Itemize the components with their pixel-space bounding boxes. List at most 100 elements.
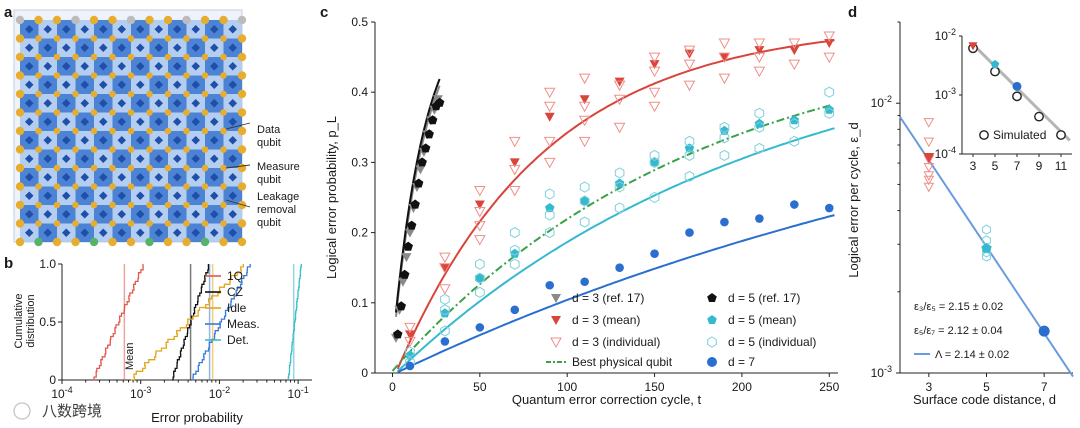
data-qubit xyxy=(182,237,191,247)
panel-a-label-line: qubit xyxy=(257,174,281,186)
measure-qubit xyxy=(210,154,219,163)
data-qubit xyxy=(90,90,98,98)
c-marker xyxy=(719,149,730,161)
measure-qubit xyxy=(210,43,219,52)
data-qubit xyxy=(126,15,136,25)
c-fit-ref-d5 xyxy=(395,78,441,313)
data-qubit xyxy=(201,127,209,135)
c-marker xyxy=(403,241,413,251)
d-inset-meas-marker xyxy=(1012,81,1022,91)
measure-qubit xyxy=(154,154,163,163)
d-inset-sim-marker xyxy=(1012,91,1022,102)
measure-qubit xyxy=(117,43,126,52)
c-marker xyxy=(579,196,590,206)
c-marker xyxy=(578,73,591,85)
c-marker xyxy=(824,39,835,49)
label-leader-line xyxy=(225,199,251,208)
c-marker xyxy=(648,66,661,78)
b-cdf-series xyxy=(130,264,244,381)
c-marker xyxy=(434,97,445,107)
c-marker xyxy=(613,94,626,106)
b-legend-label: 1Q xyxy=(227,269,243,283)
watermark-text: 八数跨境 xyxy=(42,402,102,420)
data-qubit xyxy=(237,71,247,80)
c-marker xyxy=(789,118,800,130)
c-marker xyxy=(649,191,660,204)
data-qubit xyxy=(108,15,117,25)
data-qubit xyxy=(35,201,42,209)
data-qubit xyxy=(109,164,116,172)
c-marker xyxy=(789,46,800,56)
data-qubit xyxy=(15,34,25,43)
panel-a-label-line: qubit xyxy=(257,137,281,149)
data-qubit xyxy=(145,237,154,247)
data-qubit xyxy=(127,164,135,172)
measure-qubit xyxy=(117,173,126,182)
panel-a-label-line: Leakage xyxy=(257,191,299,203)
measure-qubit xyxy=(136,154,145,163)
measure-qubit xyxy=(117,210,126,219)
data-qubit xyxy=(72,35,79,42)
d-ratio-annotation: ε₅/ε₇ = 2.12 ± 0.04 xyxy=(914,325,1003,337)
c-ytick-label: 0.3 xyxy=(351,155,368,169)
watermark-icon xyxy=(13,402,31,420)
data-qubit xyxy=(35,127,42,135)
c-legend-swatch xyxy=(707,293,717,302)
c-marker xyxy=(614,181,625,193)
c-marker xyxy=(410,199,420,209)
c-marker xyxy=(684,170,695,182)
c-marker xyxy=(543,87,556,99)
measure-qubit xyxy=(43,191,52,200)
c-marker xyxy=(649,149,660,161)
data-qubit xyxy=(53,201,61,209)
c-marker xyxy=(508,185,521,197)
c-marker xyxy=(440,325,450,337)
measure-qubit xyxy=(173,117,182,126)
data-qubit xyxy=(89,237,99,247)
data-qubit xyxy=(34,15,43,25)
d-inset-sim-marker xyxy=(990,66,1000,77)
measure-qubit xyxy=(173,173,182,182)
panel-b-cdf: 10-4 10-3 10-2 10-1 0 0.5 1.0 Cumulative distrib… xyxy=(13,257,312,425)
c-marker xyxy=(396,301,406,311)
c-marker xyxy=(439,263,451,274)
measure-qubit xyxy=(228,99,237,108)
data-qubit xyxy=(201,35,209,42)
measure-qubit xyxy=(99,136,108,145)
measure-qubit xyxy=(136,136,145,145)
data-qubit xyxy=(127,109,135,116)
c-marker xyxy=(824,104,834,114)
d-inset-sim-marker xyxy=(1056,130,1066,140)
data-qubit xyxy=(200,237,210,247)
c-marker xyxy=(440,337,450,346)
measure-qubit xyxy=(228,173,237,182)
c-marker xyxy=(404,330,415,340)
measure-qubit xyxy=(99,173,108,182)
measure-qubit xyxy=(136,43,145,52)
d-xtick-label: 5 xyxy=(983,380,990,394)
label-leader-line xyxy=(225,164,251,169)
c-marker xyxy=(475,286,485,298)
d-inset-meas-marker xyxy=(968,42,978,51)
c-marker xyxy=(475,323,485,332)
measure-qubit xyxy=(80,43,89,52)
d-mean-marker xyxy=(1038,325,1050,337)
d-xlabel: Surface code distance, d xyxy=(913,392,1056,407)
data-qubit xyxy=(35,109,42,116)
data-qubit xyxy=(183,90,190,98)
c-marker xyxy=(754,142,765,154)
data-qubit xyxy=(127,183,135,190)
data-qubit xyxy=(146,201,153,209)
c-marker xyxy=(475,258,485,270)
c-legend-swatch xyxy=(551,316,561,325)
data-qubit xyxy=(164,146,172,153)
c-marker xyxy=(648,101,661,113)
c-marker xyxy=(510,305,520,315)
c-marker xyxy=(508,164,521,176)
data-qubit xyxy=(201,53,209,61)
data-qubit xyxy=(220,53,227,61)
data-qubit xyxy=(34,237,43,247)
panel-a-label-line: removal xyxy=(257,204,296,216)
data-qubit xyxy=(109,35,116,42)
